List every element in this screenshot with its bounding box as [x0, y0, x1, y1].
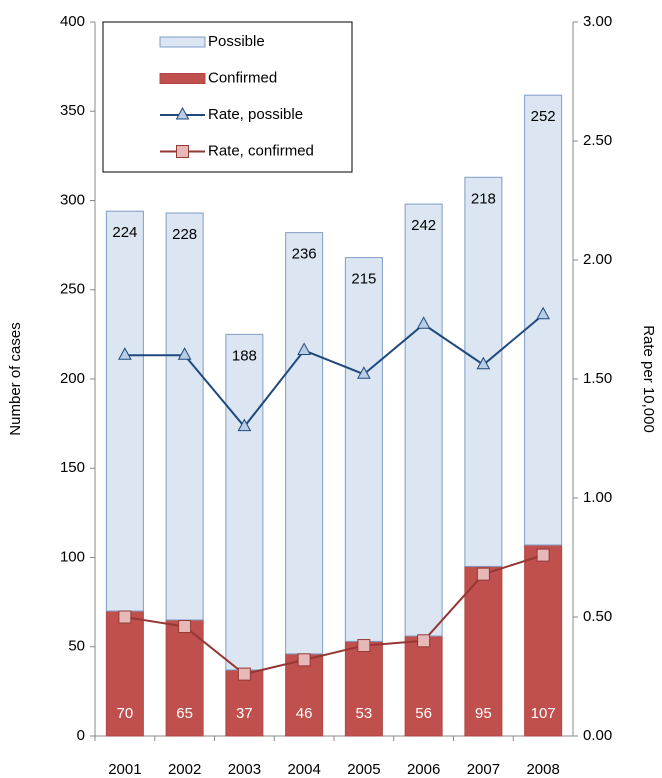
x-tick-label: 2007: [467, 761, 500, 778]
line: [124, 554, 544, 676]
value-label: 224: [112, 224, 137, 241]
y-tick-label: 100: [60, 548, 85, 565]
x-tick-label: 2002: [168, 761, 201, 778]
marker: [237, 667, 251, 681]
value-label: 107: [531, 705, 556, 722]
marker: [417, 634, 431, 648]
y2-axis-label: Rate per 10,000: [640, 325, 657, 433]
legend-swatch: [159, 36, 206, 48]
y2-tick-label: 1.00: [583, 489, 612, 506]
bar-segment: [524, 544, 563, 737]
marker: [357, 366, 371, 379]
marker: [476, 567, 490, 581]
x-tick-label: 2005: [347, 761, 380, 778]
y-axis-label: Number of cases: [7, 322, 24, 435]
bar-segment: [344, 257, 383, 642]
y2-tick-label: 0.00: [583, 727, 612, 744]
bar-segment: [285, 653, 324, 737]
x-tick-label: 2008: [526, 761, 559, 778]
bar-segment: [225, 333, 264, 671]
value-label: 252: [531, 108, 556, 125]
value-label: 188: [232, 347, 257, 364]
bar-segment: [105, 210, 144, 612]
value-label: 228: [172, 226, 197, 243]
bar-segment: [165, 212, 204, 621]
marker: [536, 306, 550, 320]
y-tick-label: 350: [60, 102, 85, 119]
line: [124, 313, 544, 429]
bar-segment: [165, 619, 204, 737]
marker: [118, 347, 132, 360]
value-label: 236: [292, 246, 317, 263]
value-label: 218: [471, 190, 496, 207]
legend-label: Rate, possible: [208, 106, 303, 123]
value-label: 65: [176, 705, 193, 722]
y-tick-label: 0: [77, 727, 85, 744]
bar-segment: [285, 232, 324, 655]
x-tick-label: 2006: [407, 761, 440, 778]
legend-label: Rate, confirmed: [208, 142, 314, 159]
value-label: 37: [236, 705, 253, 722]
bar-segment: [225, 669, 264, 737]
marker: [357, 639, 371, 653]
bar-segment: [105, 610, 144, 737]
marker: [416, 316, 431, 329]
y-tick-label: 300: [60, 191, 85, 208]
bar-segment: [524, 94, 563, 546]
marker: [237, 418, 252, 432]
y-tick-label: 400: [60, 13, 85, 30]
value-label: 95: [475, 705, 492, 722]
y2-tick-label: 3.00: [583, 13, 612, 30]
legend-label: Confirmed: [208, 69, 277, 86]
bar-segment: [344, 640, 383, 737]
marker: [177, 347, 192, 360]
x-tick-label: 2004: [287, 761, 320, 778]
legend-marker: [175, 106, 190, 120]
marker: [178, 620, 192, 634]
marker: [297, 342, 311, 355]
y2-tick-label: 2.50: [583, 132, 612, 149]
marker: [536, 548, 550, 562]
y-tick-label: 250: [60, 281, 85, 298]
marker: [118, 610, 132, 624]
value-label: 242: [411, 217, 436, 234]
bar-segment: [404, 635, 443, 737]
value-label: 70: [117, 705, 134, 722]
y-tick-label: 150: [60, 459, 85, 476]
x-tick-label: 2003: [228, 761, 261, 778]
x-tick-label: 2001: [108, 761, 141, 778]
legend-box: [102, 21, 353, 173]
bar-segment: [464, 565, 503, 737]
value-label: 215: [351, 271, 376, 288]
marker: [297, 653, 311, 667]
legend-swatch: [159, 73, 206, 84]
y2-tick-label: 1.50: [583, 370, 612, 387]
bar-segment: [404, 203, 443, 637]
y2-tick-label: 0.50: [583, 608, 612, 625]
legend-label: Possible: [208, 33, 265, 50]
marker: [476, 356, 491, 370]
value-label: 53: [356, 705, 373, 722]
value-label: 46: [296, 705, 313, 722]
legend-marker: [176, 145, 189, 158]
y2-tick-label: 2.00: [583, 251, 612, 268]
y-tick-label: 50: [68, 638, 85, 655]
bar-segment: [464, 176, 503, 567]
value-label: 56: [415, 705, 432, 722]
y-tick-label: 200: [60, 370, 85, 387]
